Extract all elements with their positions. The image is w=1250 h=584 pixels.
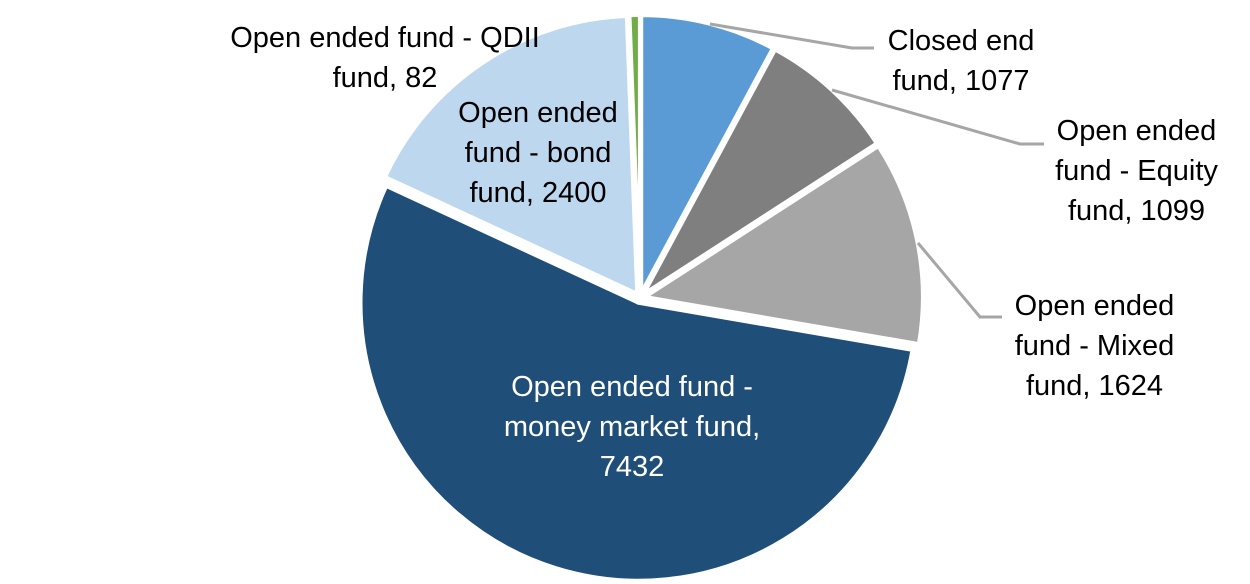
- pie-slices: [358, 12, 925, 583]
- leader-line-closed-end-fund: [709, 22, 874, 50]
- data-label-line: Open ended: [1014, 290, 1175, 322]
- leader-line-mixed-fund: [916, 242, 1002, 319]
- leader-line-equity-fund: [831, 88, 1044, 146]
- data-label-line: fund, 1077: [892, 65, 1030, 97]
- pie-slice-bond-fund: [382, 13, 640, 298]
- data-label-line: fund - bond: [464, 137, 612, 169]
- pie-slice-qdii-fund: [627, 12, 642, 294]
- data-label-line: fund, 2400: [469, 177, 607, 209]
- data-label-mixed-fund: Open ended fund - Mixed fund, 1624: [972, 286, 1217, 406]
- data-label-line: fund, 82: [332, 62, 438, 94]
- data-label-line: Open ended: [458, 97, 618, 129]
- leader-lines: [709, 22, 1044, 319]
- data-label-line: 7432: [599, 451, 665, 483]
- data-label-line: Open ended fund - QDII: [230, 22, 540, 54]
- data-label-line: fund - Mixed: [1014, 330, 1175, 362]
- data-label-line: fund - Equity: [1055, 155, 1218, 187]
- data-label-line: Open ended: [1056, 115, 1217, 147]
- pie-slice-mixed-fund: [639, 143, 925, 347]
- data-label-line: Closed end: [887, 25, 1035, 57]
- data-label-closed-end-fund: Closed end fund, 1077: [856, 21, 1066, 101]
- data-label-bond-fund: Open ended fund - bond fund, 2400: [413, 93, 663, 213]
- pie-slice-money-market-fund: [358, 183, 915, 583]
- pie-slice-closed-end-fund: [639, 13, 776, 295]
- data-label-line: money market fund,: [503, 411, 761, 443]
- data-label-line: fund, 1099: [1067, 195, 1206, 227]
- data-label-equity-fund: Open ended fund - Equity fund, 1099: [1014, 111, 1250, 231]
- pie-slice-equity-fund: [641, 46, 880, 297]
- data-label-line: fund, 1624: [1025, 370, 1164, 402]
- data-label-line: Open ended fund -: [511, 371, 753, 403]
- data-label-qdii-fund: Open ended fund - QDII fund, 82: [160, 18, 610, 98]
- data-label-money-market-fund: Open ended fund - money market fund, 743…: [432, 367, 832, 487]
